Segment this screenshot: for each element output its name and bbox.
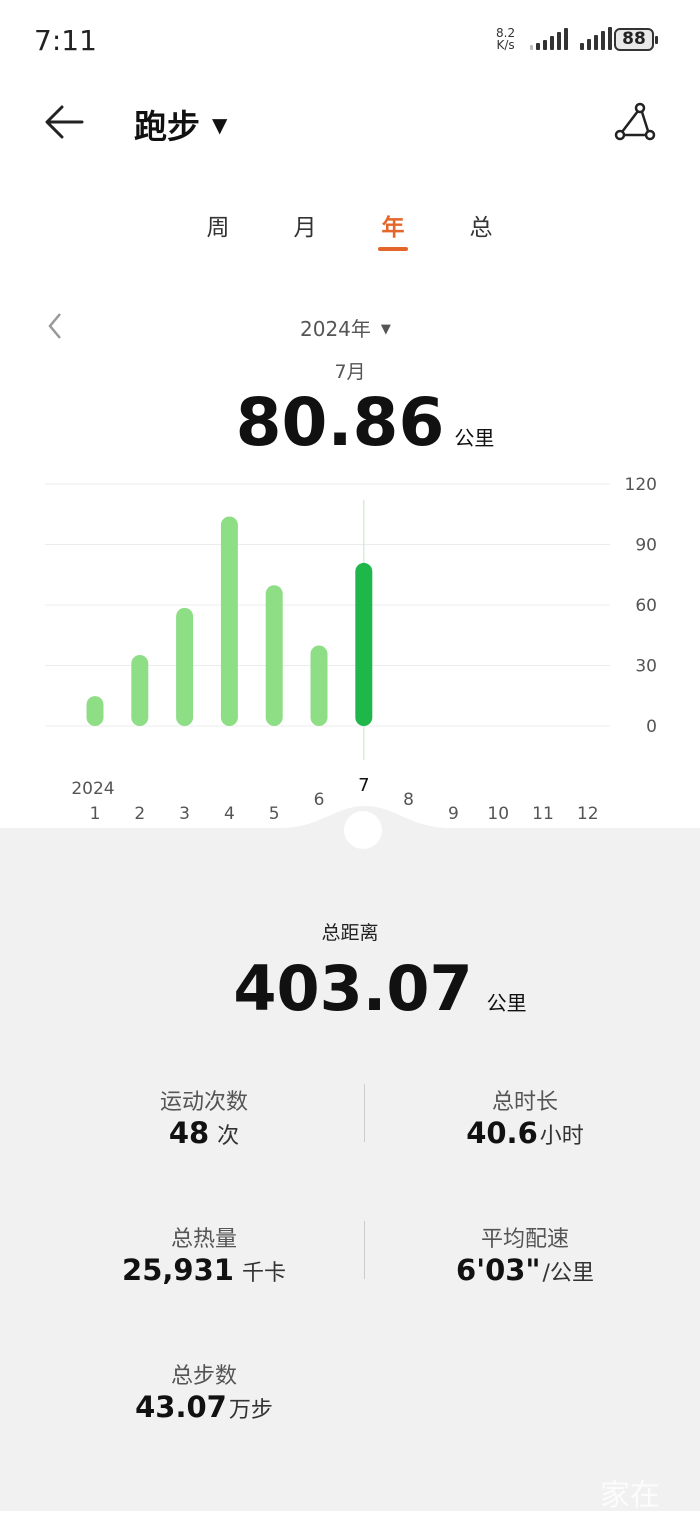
stat-value: 48 次 bbox=[168, 1116, 240, 1150]
y-tick-label: 120 bbox=[625, 475, 657, 495]
divider bbox=[364, 1221, 365, 1279]
share-icon[interactable] bbox=[612, 102, 658, 146]
selected-month: 7月 bbox=[334, 361, 366, 383]
signal-1-icon bbox=[530, 28, 568, 50]
total-distance-label: 总距离 bbox=[321, 922, 379, 944]
x-tick-label[interactable]: 6 bbox=[314, 790, 325, 810]
summary-panel bbox=[0, 828, 700, 1511]
caret-down-icon: ▼ bbox=[380, 322, 391, 337]
bar-month-7[interactable] bbox=[355, 562, 373, 726]
year-selector[interactable]: 2024年 ▼ bbox=[300, 317, 391, 341]
stat-value: 40.6小时 bbox=[466, 1116, 584, 1150]
tab-week[interactable]: 周 bbox=[206, 215, 230, 241]
x-tick-label[interactable]: 7 bbox=[358, 775, 369, 796]
x-tick-label[interactable]: 8 bbox=[403, 790, 414, 810]
page-title: 跑步 bbox=[134, 107, 200, 146]
tab-month[interactable]: 月 bbox=[293, 215, 317, 241]
bar-month-5[interactable] bbox=[265, 585, 283, 726]
x-tick-label[interactable]: 1 bbox=[90, 804, 101, 824]
x-tick-label[interactable]: 10 bbox=[487, 804, 509, 824]
tab-year[interactable]: 年 bbox=[381, 215, 405, 241]
x-year-label: 2024 bbox=[71, 779, 114, 799]
tab-total[interactable]: 总 bbox=[469, 215, 493, 241]
stat-label: 运动次数 bbox=[159, 1090, 248, 1115]
stat-value: 6'03"/公里 bbox=[456, 1253, 594, 1287]
x-tick-label[interactable]: 4 bbox=[224, 804, 235, 824]
x-tick-label[interactable]: 11 bbox=[532, 804, 554, 824]
arrow-left-icon[interactable] bbox=[44, 104, 84, 144]
tab-indicator bbox=[378, 247, 408, 251]
caret-down-icon: ▼ bbox=[212, 113, 228, 137]
x-tick-label[interactable]: 5 bbox=[269, 804, 280, 824]
signal-2-icon bbox=[580, 27, 612, 50]
watermark-logo: 家在 bbox=[600, 1478, 660, 1513]
selected-value: 80.86 公里 bbox=[235, 384, 495, 461]
stat-label: 总热量 bbox=[170, 1227, 237, 1252]
bar-month-2[interactable] bbox=[131, 655, 149, 726]
previous-year-button[interactable] bbox=[46, 312, 64, 344]
bar-month-1[interactable] bbox=[86, 696, 104, 726]
stat-value: 25,931 千卡 bbox=[122, 1253, 286, 1287]
x-tick-label[interactable]: 2 bbox=[134, 804, 145, 824]
y-tick-label: 0 bbox=[646, 717, 657, 737]
x-tick-label[interactable]: 9 bbox=[448, 804, 459, 824]
bar-month-4[interactable] bbox=[220, 516, 238, 726]
y-tick-label: 90 bbox=[635, 536, 657, 556]
y-tick-label: 30 bbox=[635, 657, 657, 677]
sport-type-selector[interactable]: 跑步 ▼ bbox=[134, 100, 227, 148]
network-speed: 8.2 K/s bbox=[496, 26, 516, 52]
stat-label: 总步数 bbox=[170, 1364, 237, 1389]
stat-value: 43.07万步 bbox=[135, 1390, 273, 1424]
stat-label: 平均配速 bbox=[480, 1227, 569, 1252]
x-tick-label[interactable]: 3 bbox=[179, 804, 190, 824]
x-tick-label[interactable]: 12 bbox=[577, 804, 599, 824]
total-distance: 403.07 公里 bbox=[233, 952, 527, 1025]
bar-month-6[interactable] bbox=[310, 645, 328, 726]
battery-icon: 88 bbox=[614, 28, 658, 51]
month-selector-handle[interactable] bbox=[280, 800, 450, 870]
stat-label: 总时长 bbox=[491, 1090, 558, 1115]
y-tick-label: 60 bbox=[635, 596, 657, 616]
divider bbox=[364, 1084, 365, 1142]
status-time: 7:11 bbox=[34, 24, 97, 57]
bar-month-3[interactable] bbox=[176, 607, 194, 726]
